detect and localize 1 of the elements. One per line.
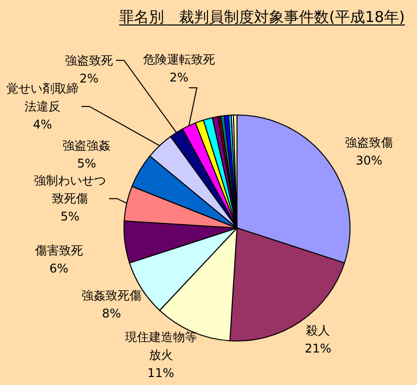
chart-title: 罪名別 裁判員制度対象事件数(平成18年) — [119, 8, 405, 26]
